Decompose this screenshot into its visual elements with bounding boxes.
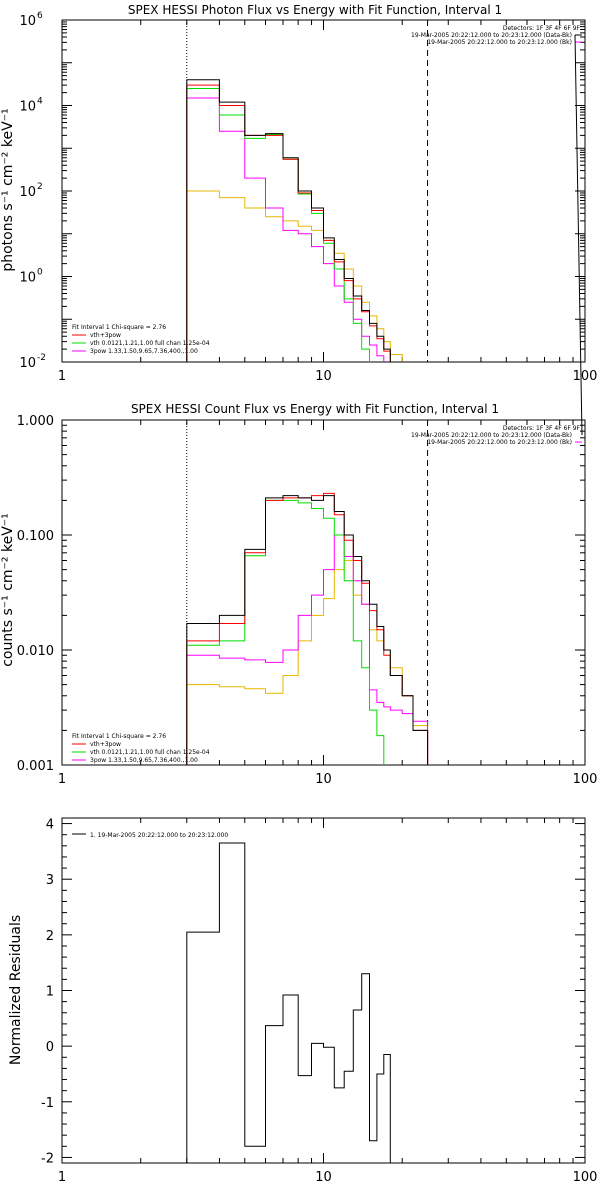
count-detectors-text: Detectors: 1F 3F 4F 6F 9F [503, 425, 581, 432]
series-line-vth-3pow [186, 492, 429, 765]
photon-flux-panel: SPEX HESSI Photon Flux vs Energy with Fi… [0, 3, 597, 384]
y-tick-label: 0.010 [17, 644, 54, 659]
x-tick-label: 100 [573, 772, 598, 787]
count-fit-interval-text: Fit Interval 1 Chi-square = 2.76 [72, 733, 166, 740]
series-line-vth [186, 499, 385, 765]
x-tick-label: 1 [58, 369, 66, 384]
residuals-ylabel: Normalized Residuals [8, 915, 24, 1065]
y-tick-label: 1.000 [17, 414, 54, 429]
series-line-vth-3pow [186, 84, 429, 362]
y-tick-label: 0.001 [17, 759, 54, 774]
series-line-3pow [186, 534, 429, 765]
plot-frame [61, 19, 586, 363]
count-flux-title: SPEX HESSI Count Flux vs Energy with Fit… [131, 402, 499, 416]
photon-data-interval-text: 19-Mar-2005 20:22:12.000 to 20:23:12.000… [411, 32, 572, 39]
photon-flux-title: SPEX HESSI Photon Flux vs Energy with Fi… [128, 3, 502, 17]
y-tick-exponent: -2 [37, 353, 46, 363]
y-tick-label: 0 [46, 1040, 54, 1055]
y-tick-label: 3 [46, 873, 54, 888]
count-legend-label-3pow: 3pow 1.33,1.50,9.65,7.36,400.,1.00 [90, 757, 198, 764]
residuals-panel: Normalized Residuals 1. 19-Mar-2005 20:2… [8, 817, 598, 1185]
photon-flux-ylabel: photons s⁻¹ cm⁻² keV⁻¹ [0, 108, 16, 271]
photon-legend-label-model: vth+3pow [90, 332, 121, 339]
y-tick-exponent: 0 [37, 268, 43, 278]
y-tick-label: 0.100 [17, 529, 54, 544]
photon-fit-interval-text: Fit Interval 1 Chi-square = 2.76 [72, 324, 166, 331]
x-tick-label: 1 [58, 772, 66, 787]
y-tick-label: -2 [41, 1151, 54, 1166]
residuals-legend-label: 1. 19-Mar-2005 20:22:12.000 to 20:23:12.… [90, 832, 228, 839]
y-tick-label: 10 [19, 14, 36, 29]
x-tick-label: 10 [315, 1170, 332, 1185]
x-tick-label: 100 [573, 1170, 598, 1185]
photon-bk-interval-text: 19-Mar-2005 20:22:12.000 to 20:23:12.000… [427, 39, 572, 46]
plot-frame [61, 817, 586, 1164]
series-line-3pow [186, 97, 429, 362]
y-tick-exponent: 6 [37, 11, 43, 21]
count-bk-interval-text: 19-Mar-2005 20:22:12.000 to 20:23:12.000… [427, 439, 572, 446]
y-tick-label: 10 [19, 185, 36, 200]
count-data-interval-text: 19-Mar-2005 20:22:12.000 to 20:23:12.000… [411, 432, 572, 439]
x-tick-label: 1 [58, 1170, 66, 1185]
y-tick-exponent: 4 [37, 97, 43, 107]
count-legend-label-model: vth+3pow [90, 741, 121, 748]
x-tick-label: 100 [573, 369, 598, 384]
series-line-vth [186, 88, 385, 362]
photon-legend-label-3pow: 3pow 1.33,1.50,9.65,7.36,400.,1.00 [90, 348, 198, 355]
series-line-data-bk [186, 79, 429, 362]
x-tick-label: 10 [315, 369, 332, 384]
y-tick-label: 4 [46, 818, 54, 833]
y-tick-label: 10 [19, 271, 36, 286]
y-tick-label: 10 [19, 100, 36, 115]
series-line-data-bk [186, 495, 429, 765]
y-tick-label: -1 [41, 1096, 54, 1111]
count-flux-ylabel: counts s⁻¹ cm⁻² keV⁻¹ [0, 513, 16, 667]
photon-legend-label-vth: vth 0.0121,1.21,1.00 full chan 1.25e-04 [90, 340, 210, 347]
header-swatch-data [574, 34, 583, 436]
photon-detectors-text: Detectors: 1F 3F 4F 6F 9F [503, 25, 581, 32]
y-tick-exponent: 2 [37, 182, 43, 192]
series-line-bk [186, 190, 429, 362]
series-line-bk [186, 560, 429, 765]
count-legend-label-vth: vth 0.0121,1.21,1.00 full chan 1.25e-04 [90, 749, 210, 756]
y-tick-label: 10 [19, 356, 36, 371]
count-flux-panel: SPEX HESSI Count Flux vs Energy with Fit… [0, 34, 598, 787]
y-tick-label: 2 [46, 929, 54, 944]
series-line-1-19-mar-2005-20-22-12-000-to-20-23-12-000 [186, 842, 391, 1163]
x-tick-label: 10 [315, 772, 332, 787]
y-tick-label: 1 [46, 985, 54, 1000]
